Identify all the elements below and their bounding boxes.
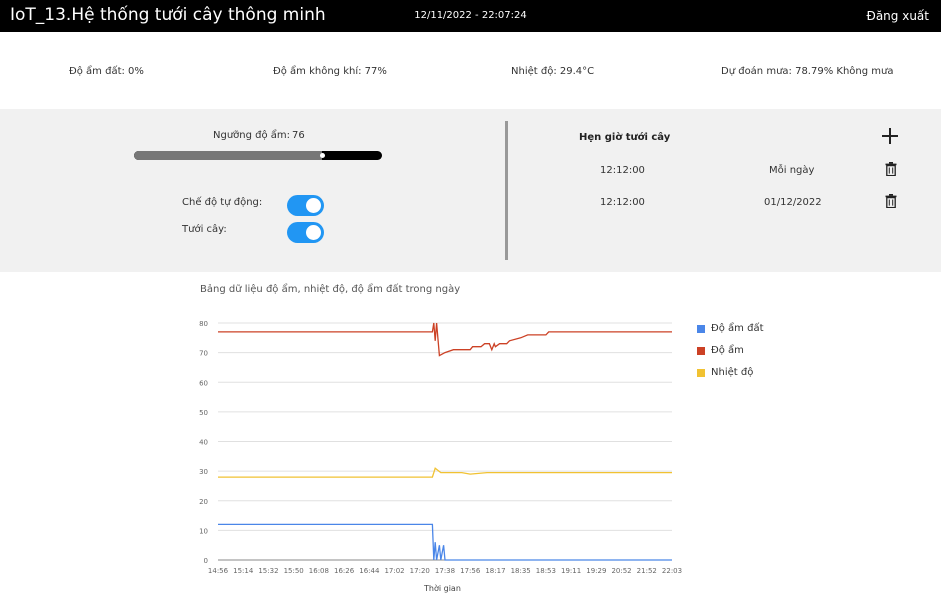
schedule-title: Hẹn giờ tưới cây: [579, 132, 671, 143]
rain-forecast-stat: Dự đoán mưa: 78.79% Không mưa: [721, 66, 894, 77]
legend-swatch: [697, 324, 705, 333]
slider-fill: [134, 151, 323, 160]
x-tick-label: 16:08: [309, 567, 329, 575]
watering-toggle[interactable]: [287, 222, 324, 243]
legend-label: Độ ẩm: [711, 345, 744, 356]
threshold-value: 76: [292, 130, 305, 141]
x-tick-label: 16:44: [359, 567, 380, 575]
delete-schedule-icon[interactable]: [885, 194, 897, 208]
x-tick-label: 18:35: [511, 567, 531, 575]
threshold-slider[interactable]: [134, 151, 382, 160]
series-line: [218, 467, 672, 478]
y-tick-label: 0: [204, 557, 208, 565]
x-tick-label: 17:56: [460, 567, 481, 575]
toggle-knob: [306, 198, 321, 213]
chart-title: Bảng dữ liệu độ ẩm, nhiệt độ, độ ẩm đất …: [200, 284, 461, 295]
x-tick-label: 16:26: [334, 567, 355, 575]
panel-divider: [505, 121, 508, 260]
series-line: [218, 322, 672, 357]
series-line: [218, 523, 672, 561]
x-tick-label: 15:32: [258, 567, 278, 575]
y-tick-label: 20: [199, 498, 208, 506]
x-tick-label: 19:11: [561, 567, 581, 575]
x-tick-label: 15:50: [284, 567, 304, 575]
temperature-stat: Nhiệt độ: 29.4°C: [511, 66, 595, 77]
legend-swatch: [697, 368, 705, 377]
y-tick-label: 60: [199, 379, 208, 387]
y-tick-label: 50: [199, 409, 208, 417]
y-tick-label: 70: [199, 350, 208, 358]
x-tick-label: 17:02: [384, 567, 404, 575]
line-chart: 0 10 20 30 40 50 60 70 80 14:56 15:14 15:32 15:50 16:…: [199, 320, 682, 575]
auto-mode-label: Chế độ tự động:: [182, 197, 263, 208]
x-axis-title: Thời gian: [424, 584, 461, 593]
soil-moisture-stat: Độ ẩm đất: 0%: [69, 66, 144, 77]
x-tick-label: 15:14: [233, 567, 254, 575]
x-tick-label: 17:38: [435, 567, 455, 575]
x-tick-label: 18:17: [485, 567, 505, 575]
sensor-stats: Độ ẩm đất: 0% Độ ẩm không khí: 77% Nhiệt…: [0, 32, 941, 109]
auto-mode-toggle[interactable]: [287, 195, 324, 216]
y-tick-label: 40: [199, 439, 208, 447]
x-tick-label: 18:53: [536, 567, 556, 575]
legend-item: Độ ẩm đất: [697, 323, 764, 334]
top-bar: IoT_13.Hệ thống tưới cây thông minh 12/1…: [0, 0, 941, 32]
x-tick-label: 22:03: [662, 567, 682, 575]
legend-label: Nhiệt độ: [711, 367, 754, 378]
watering-label: Tưới cây:: [182, 224, 227, 235]
air-humidity-stat: Độ ẩm không khí: 77%: [273, 66, 387, 77]
logout-link[interactable]: Đăng xuất: [866, 9, 929, 23]
y-tick-label: 30: [199, 468, 208, 476]
x-tick-label: 20:52: [611, 567, 631, 575]
app-title: IoT_13.Hệ thống tưới cây thông minh: [10, 5, 326, 25]
y-tick-label: 10: [199, 527, 208, 535]
legend-item: Nhiệt độ: [697, 367, 753, 378]
x-tick-label: 14:56: [208, 567, 229, 575]
schedule-time: 12:12:00: [600, 165, 645, 176]
current-datetime: 12/11/2022 - 22:07:24: [414, 10, 527, 21]
schedule-repeat: 01/12/2022: [764, 197, 822, 208]
y-tick-label: 80: [199, 320, 208, 328]
schedule-repeat: Mỗi ngày: [769, 165, 815, 176]
add-schedule-icon[interactable]: [882, 128, 898, 144]
legend-label: Độ ẩm đất: [711, 323, 764, 334]
delete-schedule-icon[interactable]: [885, 162, 897, 176]
legend-swatch: [697, 346, 705, 355]
slider-knob[interactable]: [319, 153, 325, 158]
toggle-knob: [306, 225, 321, 240]
threshold-label: Ngưỡng độ ẩm:: [213, 130, 291, 141]
schedule-time: 12:12:00: [600, 197, 645, 208]
legend-item: Độ ẩm: [697, 345, 744, 356]
control-panel: Ngưỡng độ ẩm: 76 Chế độ tự động: Tưới câ…: [0, 109, 941, 272]
x-tick-label: 17:20: [410, 567, 430, 575]
x-tick-label: 21:52: [637, 567, 657, 575]
x-tick-label: 19:29: [586, 567, 606, 575]
